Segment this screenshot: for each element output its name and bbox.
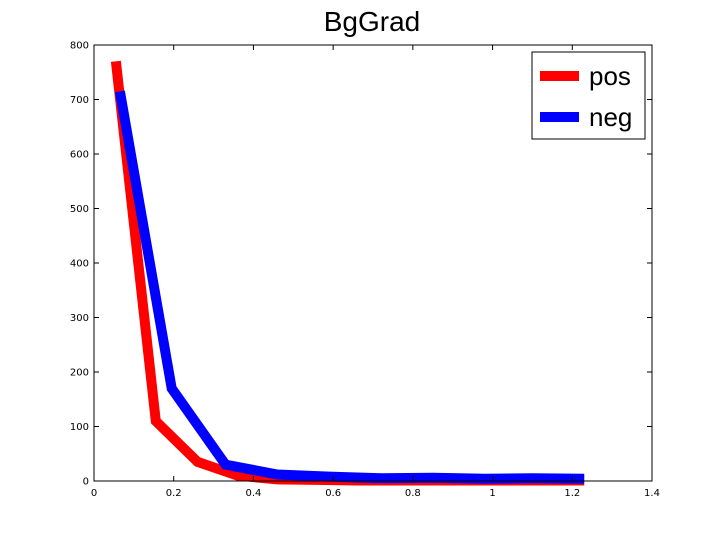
- y-tick-label: 200: [70, 368, 89, 379]
- y-tick-label: 400: [70, 259, 89, 270]
- legend-box: [531, 51, 646, 140]
- x-tick-label: 1.4: [644, 488, 660, 499]
- y-tick-label: 500: [70, 204, 89, 215]
- series-line-pos: [110, 60, 585, 486]
- x-tick-label: 1.2: [564, 488, 580, 499]
- x-tick-label: 0: [91, 488, 97, 499]
- legend: pos neg: [531, 51, 646, 140]
- x-tick-label: 0.4: [245, 488, 261, 499]
- x-tick-label: 1: [489, 488, 495, 499]
- x-tick-label: 0.6: [325, 488, 341, 499]
- y-tick-label: 600: [70, 150, 89, 161]
- x-tick-label: 0.8: [405, 488, 421, 499]
- y-tick-label: 100: [70, 422, 89, 433]
- y-tick-label: 700: [70, 95, 89, 106]
- plot-area: [110, 60, 585, 486]
- x-tick-label: 0.2: [166, 488, 182, 499]
- series-line-neg: [114, 90, 585, 484]
- y-tick-label: 0: [83, 477, 89, 488]
- legend-label-neg: neg: [589, 102, 632, 132]
- legend-label-pos: pos: [589, 61, 631, 91]
- y-tick-label: 800: [70, 41, 89, 52]
- y-tick-label: 300: [70, 313, 89, 324]
- axes: 0 0.2 0.4 0.6 0.8 1 1.2 1.4 0 100 200 300 400 500 600 7…: [70, 41, 660, 500]
- chart-title: BgGrad: [324, 6, 421, 37]
